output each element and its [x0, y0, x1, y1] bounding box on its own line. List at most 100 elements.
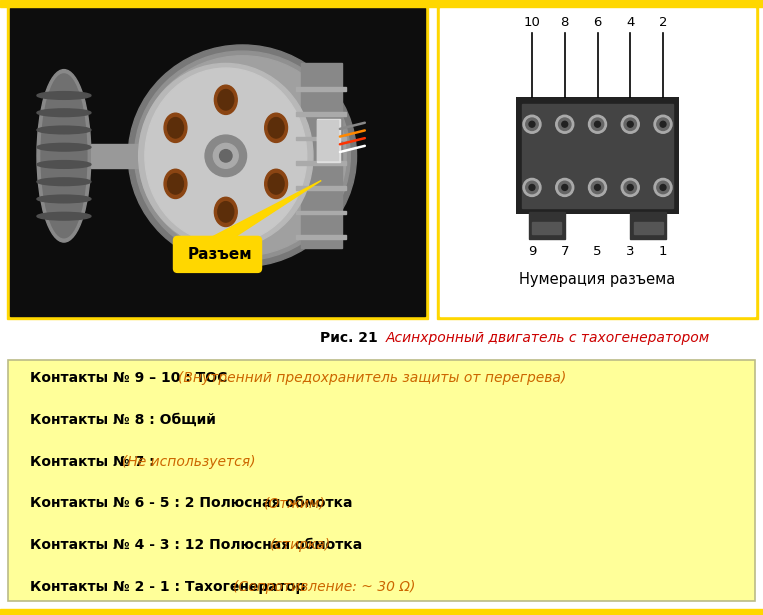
Bar	[7, 5, 428, 319]
Ellipse shape	[37, 92, 91, 99]
Circle shape	[555, 178, 574, 196]
Bar	[91, 143, 147, 168]
Text: 6: 6	[594, 15, 602, 29]
Bar	[296, 211, 346, 215]
Circle shape	[660, 121, 666, 127]
Circle shape	[654, 115, 672, 133]
Ellipse shape	[37, 126, 91, 134]
Circle shape	[555, 115, 574, 133]
Bar	[522, 104, 673, 208]
Circle shape	[588, 178, 607, 196]
Bar	[317, 121, 338, 161]
Circle shape	[591, 118, 604, 130]
Ellipse shape	[168, 117, 183, 138]
Text: (Сопротивление: ~ 30 Ω): (Сопротивление: ~ 30 Ω)	[233, 580, 415, 594]
Text: Контакты № 9 – 10 : ТОС: Контакты № 9 – 10 : ТОС	[30, 371, 232, 385]
Circle shape	[624, 118, 636, 130]
Text: Контакты № 6 - 5 : 2 Полюсная обмотка: Контакты № 6 - 5 : 2 Полюсная обмотка	[30, 496, 357, 510]
Bar	[296, 137, 346, 140]
Bar	[634, 222, 663, 234]
Ellipse shape	[268, 117, 284, 138]
Circle shape	[220, 149, 232, 162]
Bar	[437, 5, 758, 319]
Text: Асинхронный двигатель с тахогенератором: Асинхронный двигатель с тахогенератором	[386, 331, 710, 345]
Bar	[529, 212, 565, 239]
Bar	[296, 236, 346, 239]
Circle shape	[591, 181, 604, 194]
Ellipse shape	[37, 69, 91, 242]
Ellipse shape	[164, 113, 187, 143]
Ellipse shape	[37, 212, 91, 220]
Text: 5: 5	[594, 245, 602, 258]
Ellipse shape	[265, 113, 288, 143]
Circle shape	[594, 121, 600, 127]
Text: 8: 8	[561, 15, 569, 29]
Ellipse shape	[139, 56, 346, 256]
Bar	[296, 186, 346, 189]
Ellipse shape	[37, 143, 91, 151]
Ellipse shape	[128, 45, 356, 267]
Circle shape	[562, 184, 568, 191]
Ellipse shape	[37, 178, 91, 186]
Bar	[301, 63, 342, 248]
Text: (Отжим): (Отжим)	[264, 496, 326, 510]
FancyBboxPatch shape	[173, 236, 262, 272]
Bar	[0, 609, 763, 615]
Circle shape	[523, 115, 541, 133]
Text: Контакты № 2 - 1 : Тахогенератор: Контакты № 2 - 1 : Тахогенератор	[30, 580, 311, 594]
Ellipse shape	[37, 195, 91, 203]
Circle shape	[627, 184, 633, 191]
Circle shape	[627, 121, 633, 127]
Circle shape	[621, 178, 639, 196]
Ellipse shape	[265, 169, 288, 199]
Circle shape	[654, 178, 672, 196]
Bar	[440, 8, 755, 316]
Bar	[296, 112, 346, 116]
Bar	[516, 97, 679, 215]
Circle shape	[559, 118, 571, 130]
Text: Рис. 21: Рис. 21	[320, 331, 383, 345]
Ellipse shape	[134, 51, 350, 261]
Circle shape	[526, 118, 538, 130]
Circle shape	[621, 115, 639, 133]
Text: Контакты № 4 - 3 : 12 Полюсная обмотка: Контакты № 4 - 3 : 12 Полюсная обмотка	[30, 538, 367, 552]
Circle shape	[657, 118, 669, 130]
Ellipse shape	[214, 85, 237, 114]
Polygon shape	[205, 180, 321, 240]
Text: 4: 4	[626, 15, 635, 29]
Ellipse shape	[145, 68, 307, 244]
Bar	[0, 0, 763, 7]
Circle shape	[529, 184, 535, 191]
Bar	[630, 212, 666, 239]
Ellipse shape	[217, 202, 233, 222]
Bar	[296, 87, 346, 91]
Text: 9: 9	[528, 245, 536, 258]
Bar	[8, 360, 755, 601]
Bar	[317, 119, 340, 162]
Text: Разъем: Разъем	[187, 247, 252, 262]
Ellipse shape	[139, 63, 313, 248]
Ellipse shape	[164, 169, 187, 199]
Bar	[533, 222, 561, 234]
Circle shape	[523, 178, 541, 196]
Bar	[10, 8, 425, 316]
Circle shape	[205, 135, 246, 177]
Circle shape	[562, 121, 568, 127]
Ellipse shape	[268, 173, 284, 194]
Text: 3: 3	[626, 245, 635, 258]
Circle shape	[529, 121, 535, 127]
Text: (стирка): (стирка)	[270, 538, 331, 552]
Circle shape	[657, 181, 669, 194]
Text: Контакты № 8 : Общий: Контакты № 8 : Общий	[30, 413, 216, 427]
Ellipse shape	[168, 173, 183, 194]
Ellipse shape	[214, 197, 237, 226]
Circle shape	[526, 181, 538, 194]
Circle shape	[624, 181, 636, 194]
Text: 10: 10	[523, 15, 540, 29]
Ellipse shape	[37, 109, 91, 117]
Circle shape	[660, 184, 666, 191]
Ellipse shape	[37, 161, 91, 169]
Circle shape	[594, 184, 600, 191]
Text: 1: 1	[658, 245, 668, 258]
Circle shape	[214, 143, 238, 169]
